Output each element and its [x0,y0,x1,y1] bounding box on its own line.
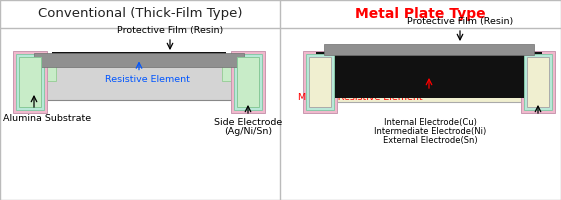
Bar [521,50,555,112]
Bar [16,53,44,110]
Bar [19,56,41,106]
Bar [318,61,540,102]
Bar [34,53,244,67]
Text: Side Electrode: Side Electrode [214,118,282,127]
Text: Protective Film (Resin): Protective Film (Resin) [117,26,223,35]
Bar [13,50,47,112]
Bar [524,53,552,110]
Bar [222,63,250,81]
Bar [303,50,337,112]
Bar [237,56,259,106]
Bar [309,56,331,106]
Text: Alumina Substrate: Alumina Substrate [3,114,91,123]
Bar [28,63,250,100]
Bar [306,53,334,110]
Text: (Ag/Ni/Sn): (Ag/Ni/Sn) [224,127,272,136]
Bar [234,53,262,110]
Bar [324,44,534,55]
Text: Metallic Resistive Element: Metallic Resistive Element [298,93,422,102]
Text: Metal Plate Type: Metal Plate Type [355,7,485,21]
Text: Protective Film (Resin): Protective Film (Resin) [407,17,513,26]
Text: Resistive Element: Resistive Element [104,74,190,84]
Bar [316,52,542,98]
Text: External Electrode(Sn): External Electrode(Sn) [383,136,477,145]
Bar [52,52,226,65]
Bar [28,63,56,81]
Bar [231,50,265,112]
Text: Internal Electrode(Cu): Internal Electrode(Cu) [384,118,476,127]
Text: Conventional (Thick-Film Type): Conventional (Thick-Film Type) [38,7,242,21]
Text: Intermediate Electrode(Ni): Intermediate Electrode(Ni) [374,127,486,136]
Bar [527,56,549,106]
